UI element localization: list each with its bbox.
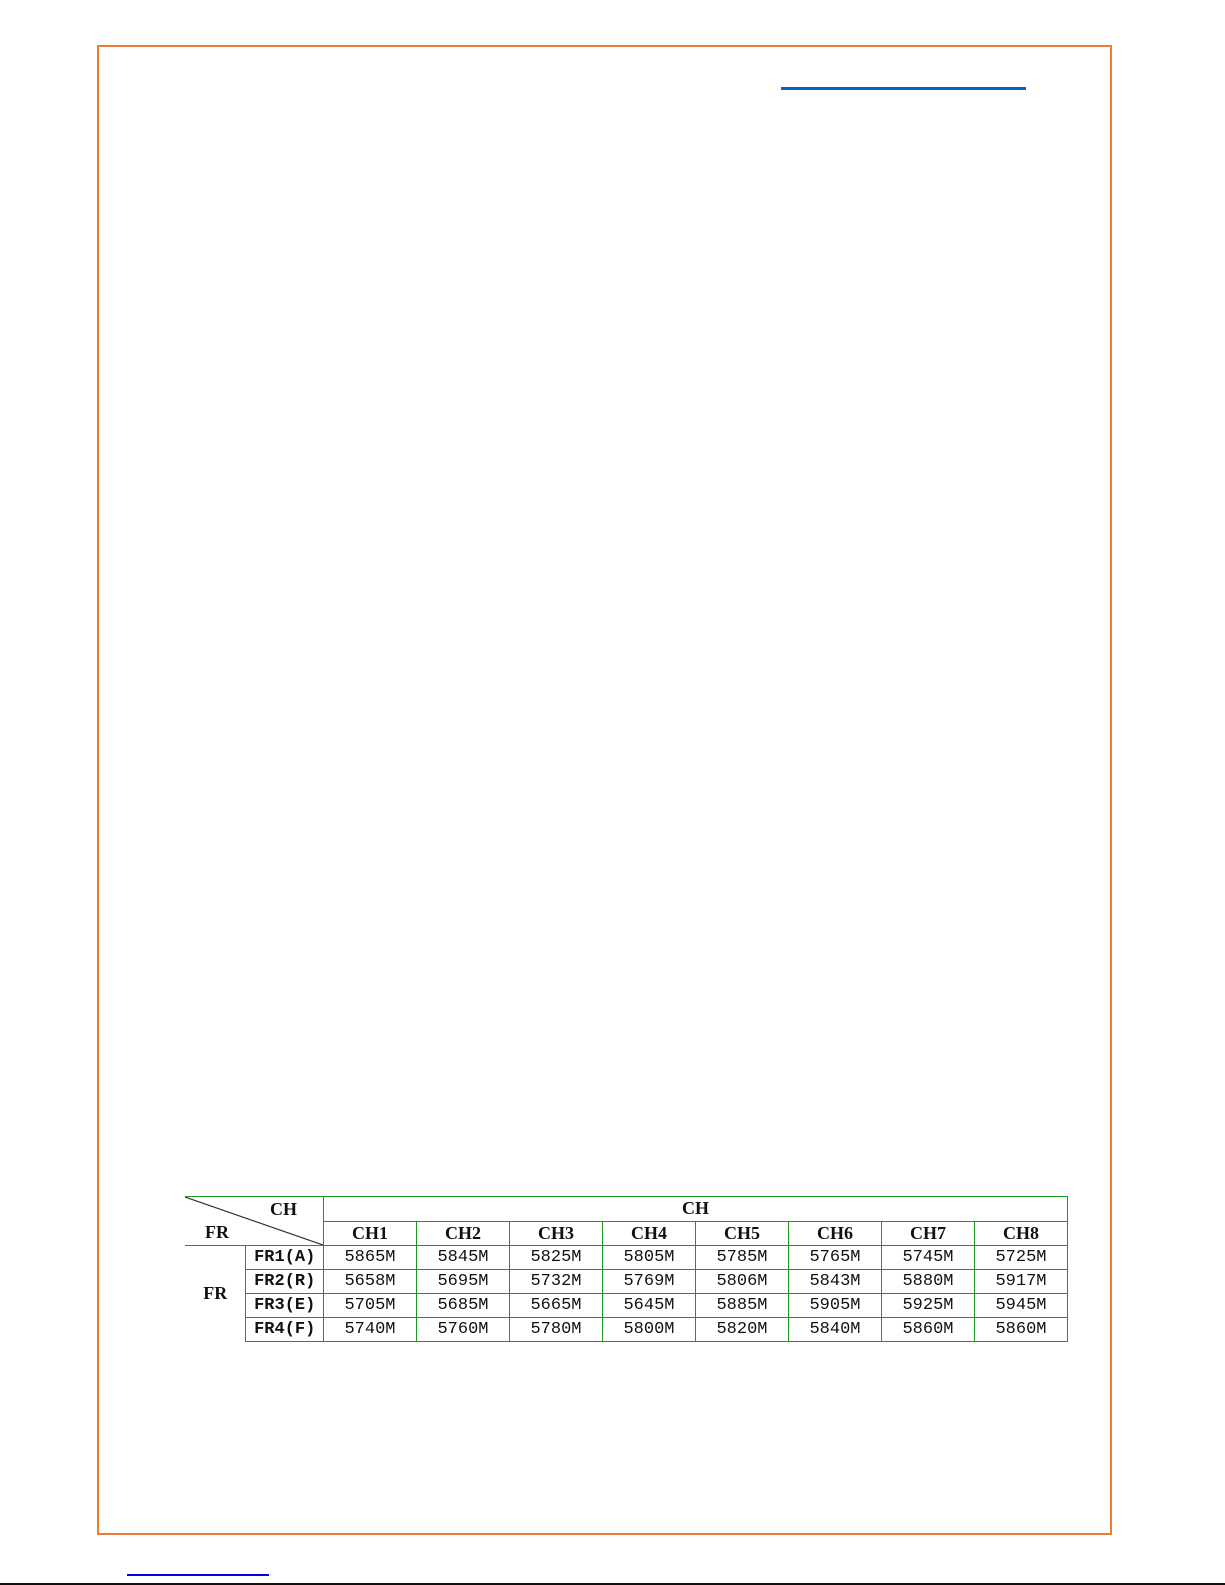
- page-bottom-edge: [0, 1583, 1225, 1585]
- frequency-cell: 5685M: [416, 1293, 510, 1318]
- frequency-cell: 5825M: [509, 1245, 603, 1270]
- frequency-cell: 5860M: [881, 1317, 975, 1342]
- frequency-cell: 5785M: [695, 1245, 789, 1270]
- footer-link-underline[interactable]: [127, 1574, 269, 1576]
- frequency-cell: 5865M: [323, 1245, 417, 1270]
- frequency-cell: 5665M: [509, 1293, 603, 1318]
- table-row: FR FR1(A) 5865M 5845M 5825M 5805M 5785M 5765M 57…: [185, 1245, 1068, 1342]
- frequency-cell: 5840M: [788, 1317, 882, 1342]
- header-link-underline[interactable]: [781, 87, 1026, 90]
- frequency-cell: 5885M: [695, 1293, 789, 1318]
- frequency-cell: 5880M: [881, 1269, 975, 1294]
- table-row: FR4(F) 5740M 5760M 5780M 5800M 5820M 5840M 5860…: [185, 1317, 1068, 1342]
- frequency-cell: 5769M: [602, 1269, 696, 1294]
- frequency-cell: 5860M: [974, 1317, 1068, 1342]
- frequency-cell: 5740M: [323, 1317, 417, 1342]
- column-header: CH2: [416, 1220, 510, 1246]
- row-label: FR2(R): [245, 1269, 324, 1294]
- column-header: CH7: [881, 1220, 975, 1246]
- frequency-cell: 5695M: [416, 1269, 510, 1294]
- table-row: FR3(E) 5705M 5685M 5665M 5645M 5885M 5905M 5925…: [185, 1293, 1068, 1318]
- diagonal-divider: [185, 1197, 323, 1245]
- frequency-cell: 5705M: [323, 1293, 417, 1318]
- column-header: CH4: [602, 1220, 696, 1246]
- row-group-label: FR: [185, 1245, 247, 1342]
- column-header: CH8: [974, 1220, 1068, 1246]
- frequency-cell: 5845M: [416, 1245, 510, 1270]
- table-corner-cell: CH FR: [185, 1196, 324, 1246]
- frequency-cell: 5925M: [881, 1293, 975, 1318]
- corner-ch-label: CH: [270, 1199, 297, 1219]
- corner-fr-label: FR: [205, 1222, 229, 1242]
- frequency-cell: 5806M: [695, 1269, 789, 1294]
- frequency-cell: 5780M: [509, 1317, 603, 1342]
- row-label: FR3(E): [245, 1293, 324, 1318]
- page-border: [97, 45, 1112, 1535]
- frequency-table: CH FR CH CH1 CH2 CH3 CH4 CH5 CH6 CH7 CH8 FR FR1(…: [185, 1196, 1068, 1342]
- column-header: CH5: [695, 1220, 789, 1246]
- frequency-cell: 5745M: [881, 1245, 975, 1270]
- frequency-cell: 5905M: [788, 1293, 882, 1318]
- frequency-cell: 5917M: [974, 1269, 1068, 1294]
- frequency-cell: 5945M: [974, 1293, 1068, 1318]
- frequency-cell: 5645M: [602, 1293, 696, 1318]
- frequency-cell: 5800M: [602, 1317, 696, 1342]
- frequency-cell: 5820M: [695, 1317, 789, 1342]
- row-label: FR4(F): [245, 1317, 324, 1342]
- ch-group-header: CH: [323, 1196, 1068, 1222]
- frequency-cell: 5843M: [788, 1269, 882, 1294]
- frequency-cell: 5725M: [974, 1245, 1068, 1270]
- frequency-cell: 5658M: [323, 1269, 417, 1294]
- column-header: CH1: [323, 1220, 417, 1246]
- column-header: CH6: [788, 1220, 882, 1246]
- frequency-cell: 5760M: [416, 1317, 510, 1342]
- frequency-cell: 5765M: [788, 1245, 882, 1270]
- table-row: FR2(R) 5658M 5695M 5732M 5769M 5806M 5843M 5880…: [185, 1269, 1068, 1294]
- row-label: FR1(A): [245, 1245, 324, 1270]
- frequency-cell: 5732M: [509, 1269, 603, 1294]
- column-header: CH3: [509, 1220, 603, 1246]
- frequency-cell: 5805M: [602, 1245, 696, 1270]
